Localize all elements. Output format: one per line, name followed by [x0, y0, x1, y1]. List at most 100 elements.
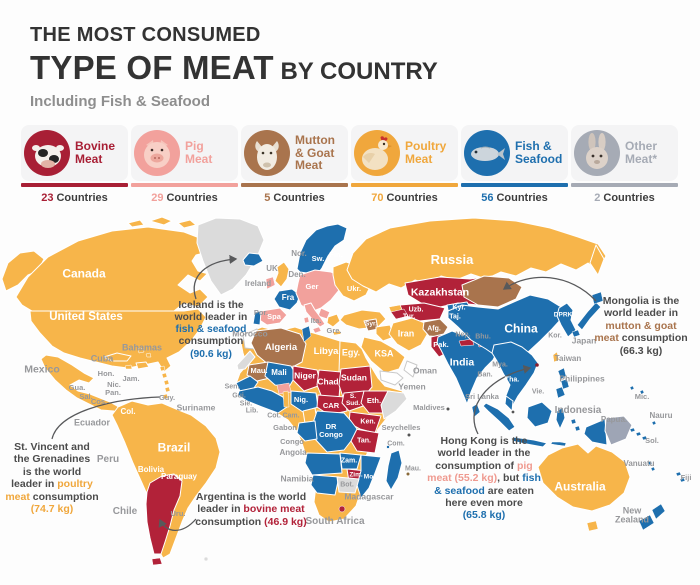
- annotation-text: & seafood: [434, 484, 485, 497]
- legend-item-label: Poultry Meat: [405, 139, 447, 166]
- country-philippines: [557, 367, 567, 380]
- legend-item-other: Other Meat* 2 Countries: [571, 125, 678, 204]
- legend-item-count-word: Countries: [273, 192, 325, 204]
- annotation-text: the Grenadines: [13, 453, 91, 466]
- peninsula-kamchatka: [589, 244, 605, 276]
- legend-item-pig: Pig Meat 29 Countries: [131, 125, 238, 204]
- island-antilles: [161, 372, 168, 379]
- country-japan: [576, 301, 602, 331]
- header: THE MOST CONSUMED TYPE OF MEAT BY COUNTR…: [30, 24, 438, 110]
- island-sicily: [312, 326, 322, 334]
- annotation-text: (90.6 kg): [190, 348, 232, 360]
- annotation-text: world leader in: [603, 307, 679, 320]
- annotation-line: world leader in the: [427, 447, 541, 459]
- annotation-line: meat (55.2 kg), but fish: [427, 472, 541, 484]
- legend-item-header: Pig Meat: [131, 125, 238, 181]
- country-botswana: [336, 476, 360, 494]
- country-nepal: [458, 338, 475, 347]
- fish-icon: [463, 129, 511, 177]
- annotation-line: (90.6 kg): [170, 349, 252, 361]
- annotation-line: the Grenadines: [0, 453, 104, 465]
- legend-item-underline: [461, 183, 568, 187]
- region-gabon-congo: [296, 420, 318, 442]
- annotation-line: (74.7 kg): [0, 503, 104, 515]
- country-china: [447, 294, 563, 363]
- legend-item-label: Pig Meat: [185, 139, 213, 166]
- island-trinidad: [162, 393, 169, 400]
- annotation-text: world leader in: [174, 312, 248, 324]
- country-argentina: [145, 473, 183, 555]
- annotation-text: Argentina is the world: [195, 491, 307, 503]
- region-western-sahara: [236, 350, 256, 371]
- annotation-line: meat consumption: [584, 332, 698, 344]
- annotation-line: (65.8 kg): [427, 509, 541, 521]
- annotation-text: world leader in the: [437, 447, 531, 460]
- annotation-text: leader in: [11, 478, 58, 491]
- island-vanuatu: [650, 466, 656, 472]
- island-micronesia: [629, 385, 635, 391]
- legend-item-label: Fish & Seafood: [515, 139, 563, 166]
- annotation-text: meat: [594, 332, 619, 345]
- island-sardinia: [303, 316, 310, 324]
- legend-item-count-number: 29: [151, 192, 164, 204]
- island-antilles: [164, 386, 171, 393]
- annotation-text: mutton & goat: [605, 319, 677, 332]
- annotation-text: fish: [522, 472, 541, 485]
- annotation-text: , but: [497, 472, 523, 485]
- legend-item-count: 2 Countries: [571, 192, 678, 204]
- country-taiwan: [552, 351, 560, 363]
- rabbit-icon: [573, 129, 621, 177]
- annotation-text: Mongolia is the: [602, 295, 680, 307]
- legend-item-underline: [351, 183, 458, 187]
- island-hispaniola: [135, 361, 150, 370]
- island-crete: [332, 330, 342, 336]
- legend-item-count: 23 Countries: [21, 192, 128, 204]
- legend-item-count-number: 56: [481, 192, 494, 204]
- region-west-papua: [583, 418, 608, 446]
- country-france: [273, 288, 301, 311]
- legend-item-count-word: Countries: [386, 192, 438, 204]
- annotation-text: St. Vincent and: [14, 441, 90, 453]
- island-seychelles: [407, 433, 411, 437]
- title-kicker: THE MOST CONSUMED: [30, 24, 261, 46]
- arctic-island: [127, 219, 145, 228]
- country-lesotho: [338, 505, 346, 513]
- title-strong: TYPE OF MEAT: [30, 49, 274, 86]
- island-lesser-sunda: [550, 441, 567, 447]
- country-ireland: [265, 276, 276, 290]
- annotation-mongolia: Mongolia is the world leader in mutton & g…: [584, 295, 698, 357]
- annotation-text: consumption of: [435, 459, 517, 472]
- island-antilles: [163, 379, 170, 386]
- annotation-line: is the world: [0, 466, 104, 478]
- region-balkans: [317, 307, 331, 320]
- annotation-text: (74.7 kg): [30, 502, 74, 515]
- annotation-text: are eaten: [484, 484, 534, 497]
- annotation-stvincent: St. Vincent and the Grenadines is the worl…: [0, 441, 104, 515]
- annotation-text: (66.3 kg): [619, 344, 663, 357]
- legend-item-poultry: Poultry Meat 70 Countries: [351, 125, 458, 204]
- cow-icon: [23, 129, 71, 177]
- region-senegal: [235, 375, 259, 392]
- legend-item-count: 29 Countries: [131, 192, 238, 204]
- world-map: Canada United States Mexico Cuba Bahamas Hon.…: [0, 215, 700, 585]
- nz-south-island: [638, 514, 655, 531]
- country-zambia: [339, 452, 362, 470]
- country-papua-new-guinea: [604, 415, 633, 446]
- country-greece: [326, 313, 341, 328]
- legend: Bovine Meat 23 Countries Pig Meat 29 Countrie…: [21, 125, 679, 204]
- annotation-text: is the world: [22, 465, 82, 478]
- legend-item-count: 5 Countries: [241, 192, 348, 204]
- country-sri-lanka: [471, 403, 481, 418]
- region-guinea-coast: [237, 386, 288, 414]
- legend-item-count: 70 Countries: [351, 192, 458, 204]
- annotation-text: consumption: [618, 332, 688, 345]
- island-bahamas: [145, 352, 152, 358]
- country-iraq: [375, 324, 395, 342]
- island-java: [511, 436, 548, 448]
- legend-item-count-number: 2: [594, 192, 601, 204]
- annotation-line: world leader in: [170, 312, 252, 324]
- arctic-island: [177, 219, 197, 229]
- region-indochina: [491, 341, 539, 408]
- legend-item-underline: [241, 183, 348, 187]
- annotation-line: consumption (46.9 kg): [192, 516, 310, 528]
